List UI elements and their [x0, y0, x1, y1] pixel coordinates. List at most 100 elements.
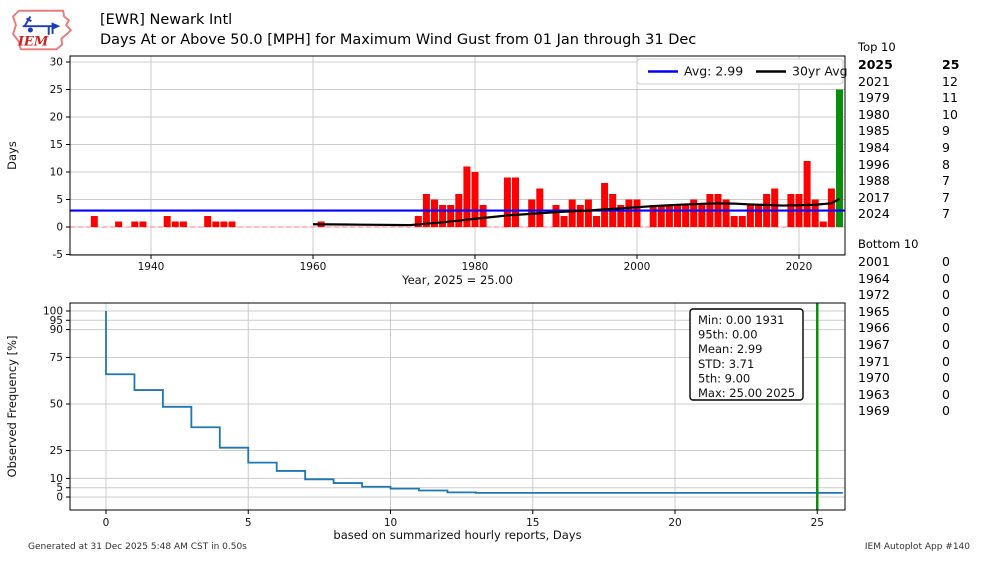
rank-value: 0: [942, 403, 950, 419]
svg-text:1960: 1960: [300, 261, 327, 273]
rank-row: 2001 0: [858, 254, 998, 271]
rank-value: 9: [942, 139, 950, 155]
svg-text:75: 75: [50, 352, 63, 364]
rank-row: 1964 0: [858, 271, 998, 288]
rank-year: 1965: [858, 303, 890, 319]
rank-panel: Top 10 2025 25 2021 12 1979 11 1980 10 1985 9 1984…: [858, 38, 998, 420]
rank-row: 2024 7: [858, 206, 998, 223]
rank-year: 2021: [858, 73, 890, 89]
rank-value: 0: [942, 386, 950, 402]
rank-value: 0: [942, 320, 950, 336]
top-xaxis-label: Year, 2025 = 25.00: [401, 273, 513, 287]
rank-year: 1970: [858, 370, 890, 386]
iem-logo-text: IEM: [17, 34, 49, 49]
bottom-yaxis-label: Observed Frequency [%]: [5, 336, 19, 478]
footer-generated-text: Generated at 31 Dec 2025 5:48 AM CST in …: [28, 542, 247, 552]
svg-text:5: 5: [56, 194, 63, 206]
rank-row: 1971 0: [858, 354, 998, 371]
svg-text:1940: 1940: [138, 261, 165, 273]
svg-text:10: 10: [50, 167, 63, 179]
rank-value: 0: [942, 303, 950, 319]
rank-value: 7: [942, 189, 950, 205]
rank-year: 1967: [858, 336, 890, 352]
footer-app-text: IEM Autoplot App #140: [864, 542, 970, 552]
rank-row: 1965 0: [858, 304, 998, 321]
rank-value: 0: [942, 370, 950, 386]
rank-row: 1988 7: [858, 173, 998, 190]
rank-year: 1964: [858, 270, 890, 286]
rank-value: 0: [942, 270, 950, 286]
rank-row: 1980 10: [858, 107, 998, 124]
svg-text:0: 0: [103, 517, 110, 529]
bottom10-title: Bottom 10: [858, 236, 919, 251]
weather-vane-icon: [22, 16, 61, 35]
rank-value: 10: [942, 106, 958, 122]
legend: Avg: 2.99 30yr Avg: [636, 58, 848, 85]
svg-text:0: 0: [56, 222, 63, 234]
rank-row: 1979 11: [858, 90, 998, 107]
svg-text:5: 5: [245, 517, 252, 529]
rank-value: 12: [942, 73, 958, 89]
svg-text:25: 25: [50, 84, 63, 96]
svg-text:2020: 2020: [786, 261, 813, 273]
svg-text:10: 10: [384, 517, 397, 529]
svg-text:25: 25: [50, 445, 63, 457]
svg-text:Min: 0.00 1931: Min: 0.00 1931: [698, 313, 784, 327]
rank-year: 2017: [858, 189, 890, 205]
svg-text:10: 10: [50, 473, 63, 485]
top10-title: Top 10: [858, 40, 896, 54]
frequency-curve: [105, 311, 843, 494]
svg-text:20: 20: [668, 517, 681, 529]
plot-title: Days At or Above 50.0 [MPH] for Maximum …: [100, 32, 697, 48]
rank-value: 7: [942, 206, 950, 222]
svg-text:-5: -5: [53, 249, 63, 261]
avg30-line: [312, 197, 841, 227]
rank-row: 1996 8: [858, 157, 998, 174]
rank-year: 1972: [858, 287, 890, 303]
svg-text:Mean: 2.99: Mean: 2.99: [698, 342, 762, 356]
rank-year: 1969: [858, 403, 890, 419]
rank-row: 2025 25: [858, 57, 998, 74]
rank-row: 1972 0: [858, 287, 998, 304]
svg-text:95: 95: [50, 315, 63, 327]
svg-text:Max: 25.00 2025: Max: 25.00 2025: [698, 386, 795, 400]
rank-value: 7: [942, 173, 950, 189]
rank-row: 1984 9: [858, 140, 998, 157]
svg-text:15: 15: [526, 517, 539, 529]
rank-year: 2001: [858, 253, 890, 269]
svg-text:15: 15: [50, 139, 63, 151]
rank-year: 1966: [858, 320, 890, 336]
rank-value: 0: [942, 287, 950, 303]
rank-year: 1980: [858, 106, 890, 122]
top10-list: 2025 25 2021 12 1979 11 1980 10 1985 9 1984 9 1996 8 1…: [858, 57, 998, 223]
rank-value: 8: [942, 156, 950, 172]
svg-text:95th: 0.00: 95th: 0.00: [698, 328, 758, 342]
iem-logo: IEM: [8, 4, 74, 58]
title-block: [EWR] Newark Intl Days At or Above 50.0 …: [100, 10, 696, 50]
rank-year: 2024: [858, 206, 890, 222]
rank-value: 11: [942, 90, 958, 106]
top-chart: -5 0 5 10 15 20 25 30 1940 1960 1980 2000 2020 Year, …: [5, 55, 848, 287]
svg-text:STD: 3.71: STD: 3.71: [698, 357, 754, 371]
rank-year: 1985: [858, 123, 890, 139]
svg-text:0: 0: [56, 492, 63, 504]
rank-row: 2017 7: [858, 190, 998, 207]
svg-text:50: 50: [50, 399, 63, 411]
iem-logo-graphic: IEM: [12, 9, 72, 51]
svg-text:20: 20: [50, 112, 63, 124]
svg-text:2000: 2000: [624, 261, 651, 273]
bottom-xaxis-label: based on summarized hourly reports, Days: [333, 528, 581, 542]
rank-value: 9: [942, 123, 950, 139]
svg-text:100: 100: [43, 306, 63, 318]
station-title: [EWR] Newark Intl: [100, 12, 233, 28]
rank-row: 1970 0: [858, 370, 998, 387]
svg-text:30: 30: [50, 57, 63, 69]
year-bars: [90, 89, 843, 227]
rank-row: 1967 0: [858, 337, 998, 354]
rank-year: 1996: [858, 156, 890, 172]
rank-row: 1966 0: [858, 320, 998, 337]
legend-avg30-label: 30yr Avg: [792, 64, 848, 79]
legend-avg-label: Avg: 2.99: [684, 64, 743, 79]
